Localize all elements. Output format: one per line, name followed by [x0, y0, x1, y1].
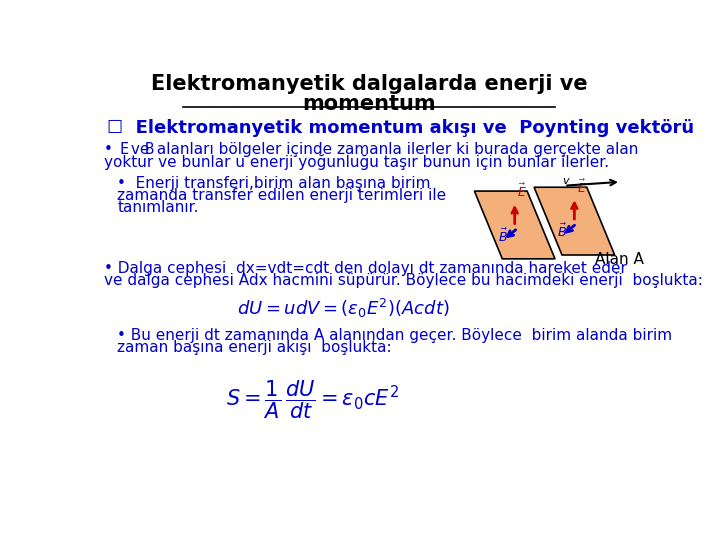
Text: $\vec{B}$: $\vec{B}$: [498, 228, 508, 245]
Text: momentum: momentum: [302, 94, 436, 114]
Text: • Dalga cephesi  dx=vdt=cdt den dolayı dt zamanında hareket eder: • Dalga cephesi dx=vdt=cdt den dolayı dt…: [104, 261, 627, 276]
Text: ve dalga cephesi Adx hacmini süpürür. Böylece bu hacimdeki enerji  boşlukta:: ve dalga cephesi Adx hacmini süpürür. Bö…: [104, 273, 703, 288]
Text: $\vec{E}$: $\vec{E}$: [517, 183, 527, 200]
Text: zaman başına enerji akışı  boşlukta:: zaman başına enerji akışı boşlukta:: [117, 340, 392, 355]
Text: Alan A: Alan A: [595, 252, 644, 267]
Text: alanları bölgeler içinde zamanla ilerler ki burada gerçekte alan: alanları bölgeler içinde zamanla ilerler…: [152, 142, 639, 157]
Text: tanımlanır.: tanımlanır.: [117, 200, 199, 215]
Text: ☐  Elektromanyetik momentum akışı ve  Poynting vektörü: ☐ Elektromanyetik momentum akışı ve Poyn…: [107, 119, 694, 137]
Text: $\vec{E}$: $\vec{E}$: [577, 178, 587, 195]
Text: yoktur ve bunlar u enerji yoğunluğu taşır bunun için bunlar ilerler.: yoktur ve bunlar u enerji yoğunluğu taşı…: [104, 154, 609, 170]
Text: ve: ve: [127, 142, 155, 157]
Text: •: •: [104, 142, 122, 157]
Text: $S = \dfrac{1}{A}\,\dfrac{dU}{dt} = \varepsilon_0 c E^2$: $S = \dfrac{1}{A}\,\dfrac{dU}{dt} = \var…: [225, 379, 399, 422]
Text: Elektromanyetik dalgalarda enerji ve: Elektromanyetik dalgalarda enerji ve: [150, 74, 588, 94]
Text: $v$: $v$: [562, 176, 571, 186]
Text: •  Enerji transferi,birim alan başına birim: • Enerji transferi,birim alan başına bir…: [117, 176, 431, 191]
Polygon shape: [474, 191, 555, 259]
Text: E: E: [120, 142, 129, 157]
Text: $\vec{B}$: $\vec{B}$: [557, 223, 567, 240]
Text: zamanda transfer edilen enerji terimleri ile: zamanda transfer edilen enerji terimleri…: [117, 188, 446, 203]
Polygon shape: [534, 187, 615, 255]
Text: B: B: [145, 142, 154, 157]
Text: $dU = udV = (\varepsilon_0 E^2)(Acdt)$: $dU = udV = (\varepsilon_0 E^2)(Acdt)$: [238, 298, 450, 320]
Text: • Bu enerji dt zamanında A alanından geçer. Böylece  birim alanda birim: • Bu enerji dt zamanında A alanından geç…: [117, 328, 672, 343]
